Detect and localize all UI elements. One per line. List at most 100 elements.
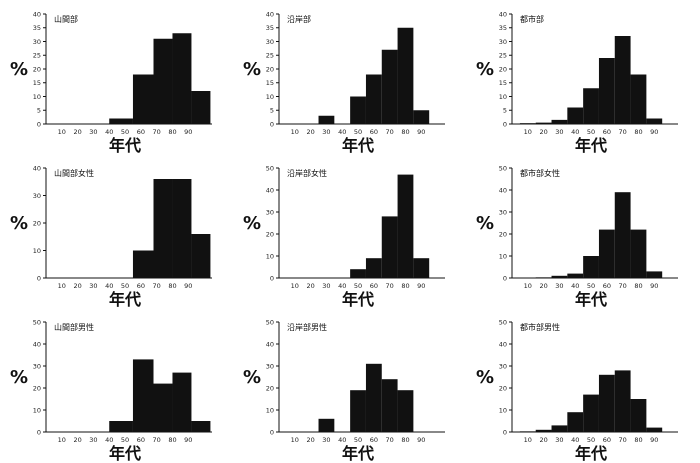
x-tick-label: 30: [89, 282, 97, 290]
histogram-bar: [598, 58, 615, 124]
histogram-bar: [381, 49, 398, 124]
y-tick-label: 10: [499, 406, 507, 414]
x-tick-label: 60: [603, 282, 611, 290]
y-tick-label: 40: [33, 340, 41, 348]
histogram-bar: [172, 372, 192, 432]
x-tick-label: 80: [401, 128, 409, 136]
x-tick-label: 20: [73, 436, 81, 444]
y-axis-label: %: [476, 59, 494, 80]
y-tick-label: 5: [503, 107, 507, 115]
histogram-bar: [614, 370, 631, 432]
y-tick-label: 0: [503, 274, 507, 282]
histogram-bar: [132, 359, 154, 432]
histogram-svg: 0 10 20 30 40 10 20 30 40 50 60 70 80 90 山間部女性% 年代: [10, 164, 212, 309]
panel-title: 都市部男性: [520, 322, 560, 332]
x-tick-label: 50: [354, 128, 362, 136]
histogram-bar: [132, 74, 154, 124]
x-tick-label: 30: [322, 436, 330, 444]
y-tick-label: 10: [499, 93, 507, 101]
chart-panel-coast-female: 0 10 20 30 40 50 10 20 30 40 50 60 70 80 90 沿岸部女性% 年代: [233, 154, 466, 309]
y-tick-label: 10: [33, 406, 41, 414]
y-tick-label: 5: [270, 107, 274, 115]
x-tick-label: 10: [524, 282, 532, 290]
histogram-bar: [350, 269, 366, 278]
histogram-bar: [614, 36, 631, 124]
x-tick-label: 60: [603, 436, 611, 444]
x-axis-label: 年代: [342, 136, 374, 155]
y-tick-label: 10: [33, 93, 41, 101]
y-tick-label: 10: [266, 406, 274, 414]
x-tick-label: 50: [354, 282, 362, 290]
histogram-bar: [109, 421, 133, 432]
y-tick-label: 50: [266, 318, 274, 326]
histogram-bar: [381, 379, 398, 432]
y-tick-label: 20: [499, 230, 507, 238]
x-tick-label: 30: [89, 436, 97, 444]
x-tick-label: 70: [386, 128, 394, 136]
x-tick-label: 80: [634, 128, 642, 136]
chart-panel-mountain-male: 0 10 20 30 40 50 10 20 30 40 50 60 70 80 90 山間部男性% 年代: [0, 308, 233, 463]
histogram-bar: [172, 179, 192, 278]
histogram-bar: [630, 399, 647, 432]
x-tick-label: 10: [58, 128, 66, 136]
histogram-bar: [567, 107, 584, 124]
y-axis-label: %: [10, 59, 28, 80]
x-tick-label: 50: [354, 436, 362, 444]
histogram-bar: [551, 425, 568, 432]
x-tick-label: 20: [306, 128, 314, 136]
x-tick-label: 60: [370, 282, 378, 290]
x-axis-label: 年代: [342, 290, 374, 309]
histogram-bar: [413, 110, 430, 124]
x-tick-label: 10: [524, 128, 532, 136]
x-tick-label: 20: [539, 128, 547, 136]
histogram-bar: [397, 27, 414, 124]
x-tick-label: 60: [137, 436, 145, 444]
histogram-bar: [413, 258, 430, 278]
x-tick-label: 80: [401, 282, 409, 290]
y-tick-label: 10: [499, 252, 507, 260]
y-tick-label: 40: [499, 10, 507, 18]
x-tick-label: 80: [634, 282, 642, 290]
y-tick-label: 40: [33, 10, 41, 18]
panel-title: 都市部女性: [520, 168, 560, 178]
x-tick-label: 80: [168, 436, 176, 444]
y-tick-label: 20: [266, 65, 274, 73]
x-tick-label: 70: [153, 128, 161, 136]
x-tick-label: 30: [322, 128, 330, 136]
x-tick-label: 60: [370, 436, 378, 444]
histogram-bar: [153, 179, 173, 278]
y-tick-label: 30: [499, 38, 507, 46]
y-tick-label: 20: [499, 65, 507, 73]
x-tick-label: 20: [73, 128, 81, 136]
x-tick-label: 60: [603, 128, 611, 136]
y-tick-label: 30: [33, 362, 41, 370]
y-tick-label: 35: [266, 24, 274, 32]
x-axis-label: 年代: [575, 444, 607, 463]
x-tick-label: 40: [105, 436, 113, 444]
x-tick-label: 50: [587, 282, 595, 290]
x-tick-label: 50: [121, 128, 129, 136]
y-tick-label: 30: [266, 362, 274, 370]
histogram-bar: [365, 258, 382, 278]
y-axis-label: %: [243, 367, 261, 388]
panel-title: 沿岸部男性: [287, 322, 327, 332]
y-tick-label: 30: [33, 38, 41, 46]
y-tick-label: 40: [266, 186, 274, 194]
panel-title: 山間部男性: [54, 322, 94, 332]
y-tick-label: 30: [499, 208, 507, 216]
x-tick-label: 20: [539, 436, 547, 444]
y-tick-label: 40: [499, 340, 507, 348]
histogram-svg: 0 5 10 15 20 25 30 35 40 10 20 30 40 50 60 70 80 90 沿岸部% 年代: [243, 10, 445, 155]
y-tick-label: 0: [37, 274, 41, 282]
histogram-bar: [567, 412, 584, 432]
x-tick-label: 20: [306, 282, 314, 290]
x-axis-label: 年代: [575, 290, 607, 309]
panel-title: 沿岸部: [287, 14, 311, 24]
y-tick-label: 50: [499, 164, 507, 172]
x-tick-label: 80: [168, 128, 176, 136]
chart-panel-city-male: 0 10 20 30 40 50 10 20 30 40 50 60 70 80 90 都市部男性% 年代: [466, 308, 699, 463]
histogram-svg: 0 10 20 30 40 50 10 20 30 40 50 60 70 80 90 山間部男性% 年代: [10, 318, 212, 463]
y-tick-label: 10: [266, 93, 274, 101]
histogram-svg: 0 5 10 15 20 25 30 35 40 10 20 30 40 50 60 70 80 90 都市部% 年代: [476, 10, 678, 155]
x-tick-label: 10: [58, 282, 66, 290]
